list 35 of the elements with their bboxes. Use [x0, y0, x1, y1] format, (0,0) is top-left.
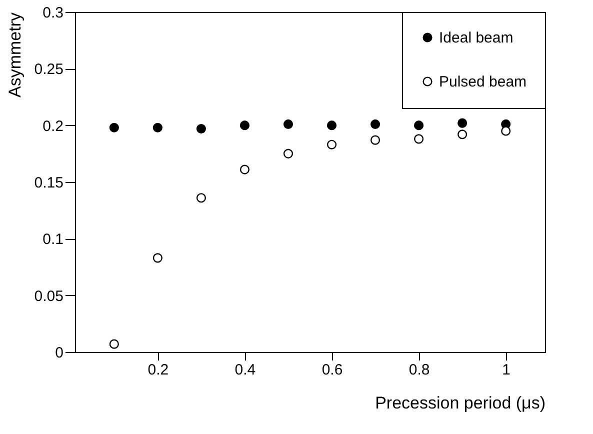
point — [109, 122, 119, 132]
y-tick-label: 0.25 — [34, 61, 64, 78]
point — [458, 130, 468, 140]
point — [240, 164, 250, 174]
x-tick-label: 0.2 — [148, 362, 169, 378]
point — [414, 134, 424, 144]
legend-label: Ideal beam — [439, 30, 514, 46]
y-tick-label: 0 — [55, 344, 64, 362]
point — [326, 140, 337, 150]
point — [152, 253, 162, 263]
point — [458, 118, 468, 128]
point — [370, 135, 380, 145]
y-tick-label: 0.05 — [34, 288, 64, 305]
point — [283, 148, 294, 158]
legend-label: Pulsed beam — [439, 74, 527, 90]
x-tick-label: 1 — [502, 362, 511, 378]
x-tick-label: 0.8 — [408, 362, 430, 378]
point — [414, 120, 424, 130]
y-axis-title: Asymmetry — [5, 12, 24, 98]
y-tick-label: 0.3 — [42, 4, 64, 22]
point — [152, 122, 162, 132]
point — [326, 120, 337, 130]
y-tick-label: 0.15 — [34, 174, 64, 192]
point — [501, 126, 511, 136]
y-tick-label: 0.1 — [42, 231, 64, 248]
point — [370, 119, 380, 129]
x-tick-label: 0.6 — [322, 362, 343, 378]
point — [283, 119, 294, 129]
point — [196, 124, 206, 134]
point — [109, 339, 119, 349]
point — [240, 120, 250, 130]
point — [196, 193, 206, 203]
y-tick-label: 0.2 — [42, 118, 64, 135]
x-tick-label: 0.4 — [234, 362, 256, 378]
x-axis-title: Precession period (μs) — [375, 394, 546, 412]
